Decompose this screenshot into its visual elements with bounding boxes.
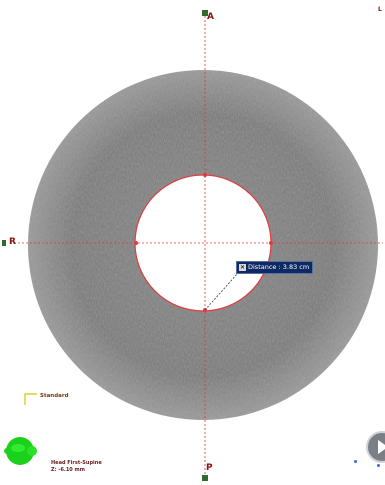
orientation-left: L — [378, 6, 382, 13]
top-marker[interactable] — [202, 10, 208, 16]
orientation-right: R — [9, 237, 16, 247]
scale-bar — [24, 393, 37, 405]
blue-dot — [377, 464, 380, 467]
blue-dot — [354, 460, 357, 463]
slice-position: Z: -6.10 mm — [51, 467, 85, 473]
distance-label: Distance : 3.83 cm — [248, 263, 310, 271]
scale-label: Standard — [40, 393, 69, 399]
play-icon[interactable] — [366, 431, 385, 463]
patient-position: Head First-Supine — [51, 460, 102, 466]
slice-info: Head First-Supine Z: -6.10 mm — [51, 460, 102, 474]
left-marker[interactable] — [2, 240, 6, 246]
ring-handle-left — [134, 241, 138, 245]
green-view-indicator-icon — [4, 437, 37, 465]
bottom-marker[interactable] — [202, 475, 208, 481]
close-icon[interactable]: ✕ — [239, 263, 246, 271]
distance-annotation[interactable]: ✕ Distance : 3.83 cm — [236, 261, 314, 274]
ring-handle-top — [203, 173, 207, 177]
orientation-posterior: P — [206, 463, 213, 473]
orientation-anterior: A — [207, 12, 214, 22]
ring-handle-right — [269, 241, 273, 245]
